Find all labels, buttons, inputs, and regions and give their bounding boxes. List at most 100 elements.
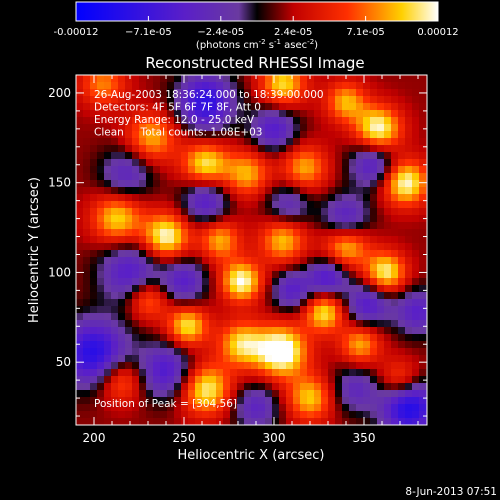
heatmap-cell [391, 327, 399, 335]
heatmap-cell [237, 110, 245, 118]
heatmap-cell [237, 82, 245, 90]
heatmap-cell [195, 292, 203, 300]
heatmap-cell [97, 404, 105, 412]
heatmap-cell [174, 348, 182, 356]
heatmap-cell [125, 320, 133, 328]
heatmap-cell [167, 299, 175, 307]
heatmap-cell [279, 166, 287, 174]
heatmap-cell [328, 145, 336, 153]
heatmap-cell [181, 250, 189, 258]
heatmap-cell [328, 229, 336, 237]
heatmap-cell [174, 152, 182, 160]
heatmap-cell [139, 124, 147, 132]
heatmap-cell [356, 383, 364, 391]
heatmap-cell [174, 299, 182, 307]
heatmap-cell [405, 271, 413, 279]
heatmap-cell [321, 348, 329, 356]
heatmap-cell [356, 348, 364, 356]
heatmap-cell [412, 285, 420, 293]
heatmap-cell [223, 138, 231, 146]
heatmap-cell [195, 152, 203, 160]
heatmap-cell [223, 299, 231, 307]
heatmap-cell [237, 187, 245, 195]
heatmap-cell [209, 306, 217, 314]
annotation-line: Clean Total counts: 1.08E+03 [94, 127, 263, 139]
heatmap-cell [251, 131, 259, 139]
heatmap-cell [90, 327, 98, 335]
heatmap-cell [307, 166, 315, 174]
heatmap-cell [174, 271, 182, 279]
heatmap-cell [223, 222, 231, 230]
heatmap-cell [230, 285, 238, 293]
heatmap-cell [132, 187, 140, 195]
heatmap-cell [335, 138, 343, 146]
heatmap-cell [153, 418, 161, 426]
heatmap-cell [223, 250, 231, 258]
heatmap-cell [377, 96, 385, 104]
heatmap-cell [83, 89, 91, 97]
heatmap-cell [90, 334, 98, 342]
heatmap-cell [286, 341, 294, 349]
heatmap-cell [258, 194, 266, 202]
heatmap-cell [391, 222, 399, 230]
heatmap-cell [335, 208, 343, 216]
heatmap-cell [153, 257, 161, 265]
heatmap-cell [321, 222, 329, 230]
heatmap-cell [181, 285, 189, 293]
heatmap-cell [377, 201, 385, 209]
heatmap-cell [300, 390, 308, 398]
heatmap-cell [230, 376, 238, 384]
heatmap-cell [300, 320, 308, 328]
heatmap-cell [370, 229, 378, 237]
heatmap-cell [160, 369, 168, 377]
heatmap-cell [83, 327, 91, 335]
heatmap-cell [111, 334, 119, 342]
heatmap-cell [279, 355, 287, 363]
heatmap-cell [167, 166, 175, 174]
heatmap-cell [419, 166, 427, 174]
heatmap-cell [244, 411, 252, 419]
heatmap-cell [83, 208, 91, 216]
heatmap-cell [125, 327, 133, 335]
heatmap-cell [160, 341, 168, 349]
heatmap-cell [146, 411, 154, 419]
heatmap-cell [167, 222, 175, 230]
heatmap-cell [349, 278, 357, 286]
heatmap-cell [384, 264, 392, 272]
heatmap-cell [244, 250, 252, 258]
heatmap-cell [251, 250, 259, 258]
heatmap-cell [216, 250, 224, 258]
heatmap-cell [335, 362, 343, 370]
heatmap-cell [244, 75, 252, 83]
heatmap-cell [412, 327, 420, 335]
heatmap-cell [216, 257, 224, 265]
heatmap-cell [244, 124, 252, 132]
heatmap-cell [293, 397, 301, 405]
heatmap-cell [286, 124, 294, 132]
heatmap-cell [300, 208, 308, 216]
heatmap-cell [342, 215, 350, 223]
heatmap-cell [286, 180, 294, 188]
heatmap-cell [251, 75, 259, 83]
heatmap-cell [258, 173, 266, 181]
heatmap-cell [321, 131, 329, 139]
heatmap-cell [104, 229, 112, 237]
heatmap-cell [412, 131, 420, 139]
heatmap-cell [76, 397, 84, 405]
heatmap-cell [370, 369, 378, 377]
heatmap-cell [223, 278, 231, 286]
heatmap-cell [412, 355, 420, 363]
heatmap-cell [307, 82, 315, 90]
heatmap-cell [286, 285, 294, 293]
heatmap-cell [293, 362, 301, 370]
heatmap-cell [111, 131, 119, 139]
heatmap-cell [118, 362, 126, 370]
heatmap-cell [230, 243, 238, 251]
heatmap-cell [111, 208, 119, 216]
heatmap-cell [300, 173, 308, 181]
heatmap-cell [104, 369, 112, 377]
heatmap-cell [209, 131, 217, 139]
heatmap-cell [300, 201, 308, 209]
heatmap-cell [342, 390, 350, 398]
heatmap-cell [118, 390, 126, 398]
